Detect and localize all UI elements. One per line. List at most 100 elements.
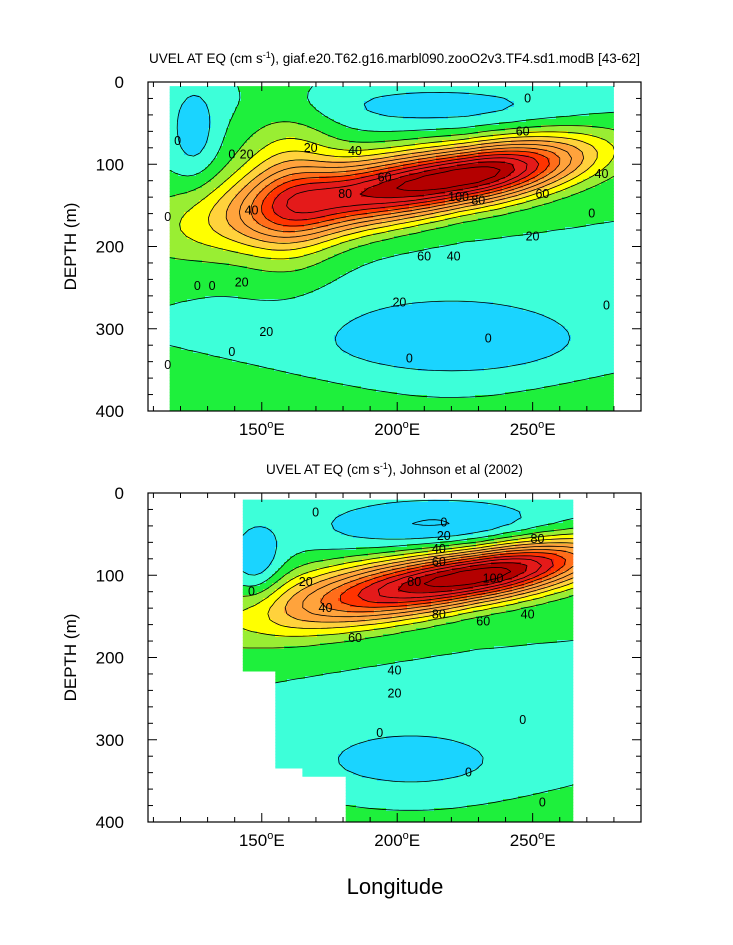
contour-cell <box>235 107 317 111</box>
contour-cell <box>283 191 362 195</box>
contour-cell <box>272 604 288 608</box>
contour-cell <box>395 550 429 554</box>
contour-cell <box>589 143 614 147</box>
contour-cell <box>523 185 545 189</box>
contour-cell <box>307 239 329 243</box>
contour-label: 100 <box>448 190 469 204</box>
contour-line-60 <box>320 549 574 613</box>
contour-label: 40 <box>319 601 333 615</box>
contour-cell <box>583 140 608 144</box>
contour-cell <box>275 589 288 593</box>
contour-cell <box>554 529 574 533</box>
contour-cell <box>373 233 410 237</box>
contour-cell <box>538 197 563 201</box>
contour-cell <box>223 248 272 252</box>
contour-label: 0 <box>312 506 319 520</box>
contour-cell <box>242 598 264 602</box>
contour-cell <box>242 520 333 524</box>
contour-cell <box>457 164 515 168</box>
contour-cell <box>547 194 572 198</box>
contour-cell <box>178 113 209 117</box>
contour-cell <box>169 134 179 138</box>
contour-cell <box>286 371 614 375</box>
contour-cell <box>421 218 446 222</box>
contour-cell <box>400 176 506 180</box>
contour-cell <box>272 559 288 563</box>
contour-cell <box>169 398 614 402</box>
contour-cell <box>556 185 572 189</box>
contour-cell <box>205 296 239 300</box>
contour-cell <box>169 191 188 195</box>
contour-cell <box>229 125 266 129</box>
contour-cell <box>226 134 254 138</box>
contour-cell <box>557 574 574 578</box>
contour-cell <box>491 562 522 566</box>
contour-cell <box>323 673 574 677</box>
contour-cell <box>232 359 368 363</box>
contour-cell <box>169 98 188 102</box>
contour-cell <box>169 149 185 153</box>
contour-cell <box>545 586 561 590</box>
contour-cell <box>232 113 323 117</box>
contour-label: 20 <box>259 325 273 339</box>
contour-cell <box>304 293 614 297</box>
contour-cell <box>430 203 446 207</box>
contour-cell <box>271 206 386 210</box>
contour-cell <box>247 161 263 165</box>
contour-cell <box>562 176 575 180</box>
contour-cell <box>373 170 389 174</box>
contour-cell <box>583 152 599 156</box>
contour-cell <box>571 338 614 342</box>
contour-cell <box>169 242 203 246</box>
contour-cell <box>169 206 194 210</box>
contour-cell <box>508 107 614 111</box>
contour-cell <box>304 254 335 258</box>
contour-cell <box>559 161 584 165</box>
contour-cell <box>470 745 574 749</box>
contour-cell <box>242 709 574 713</box>
contour-cell <box>364 188 464 192</box>
contour-cell <box>181 224 212 228</box>
contour-cell <box>310 89 614 93</box>
contour-cell <box>314 583 345 587</box>
contour-cell <box>518 601 549 605</box>
contour-cell <box>272 574 285 578</box>
contour-cell <box>184 149 203 153</box>
contour-label: 0 <box>174 134 181 148</box>
contour-cell <box>184 152 200 156</box>
contour-cell <box>292 179 347 183</box>
contour-cell <box>254 685 574 689</box>
contour-cell <box>268 218 290 222</box>
contour-cell <box>262 224 284 228</box>
contour-cell <box>226 236 251 240</box>
contour-cell <box>178 110 209 114</box>
contour-cell <box>202 185 221 189</box>
contour-cell <box>563 556 574 560</box>
contour-cell <box>550 140 584 144</box>
contour-cell <box>574 380 614 384</box>
x-tick-label: 250oE <box>510 419 556 439</box>
contour-cell <box>172 170 203 174</box>
contour-cell <box>500 553 558 557</box>
contour-label: 0 <box>519 713 526 727</box>
contour-cell <box>349 248 425 252</box>
contour-cell <box>325 215 347 219</box>
contour-cell <box>394 236 503 240</box>
contour-label: 0 <box>376 726 383 740</box>
contour-cell <box>169 305 392 309</box>
contour-cell <box>400 161 419 165</box>
contour-cell <box>470 565 528 569</box>
contour-cell <box>365 637 574 641</box>
contour-cell <box>356 508 516 512</box>
contour-cell <box>169 323 347 327</box>
contour-cell <box>500 589 513 593</box>
contour-cell <box>511 305 614 309</box>
contour-cell <box>265 125 308 129</box>
contour-cell <box>409 173 512 177</box>
contour-cell <box>205 143 224 147</box>
contour-cell <box>385 152 413 156</box>
contour-cell <box>278 568 294 572</box>
contour-cell <box>541 125 593 129</box>
contour-cell <box>506 550 567 554</box>
contour-cell <box>169 320 350 324</box>
